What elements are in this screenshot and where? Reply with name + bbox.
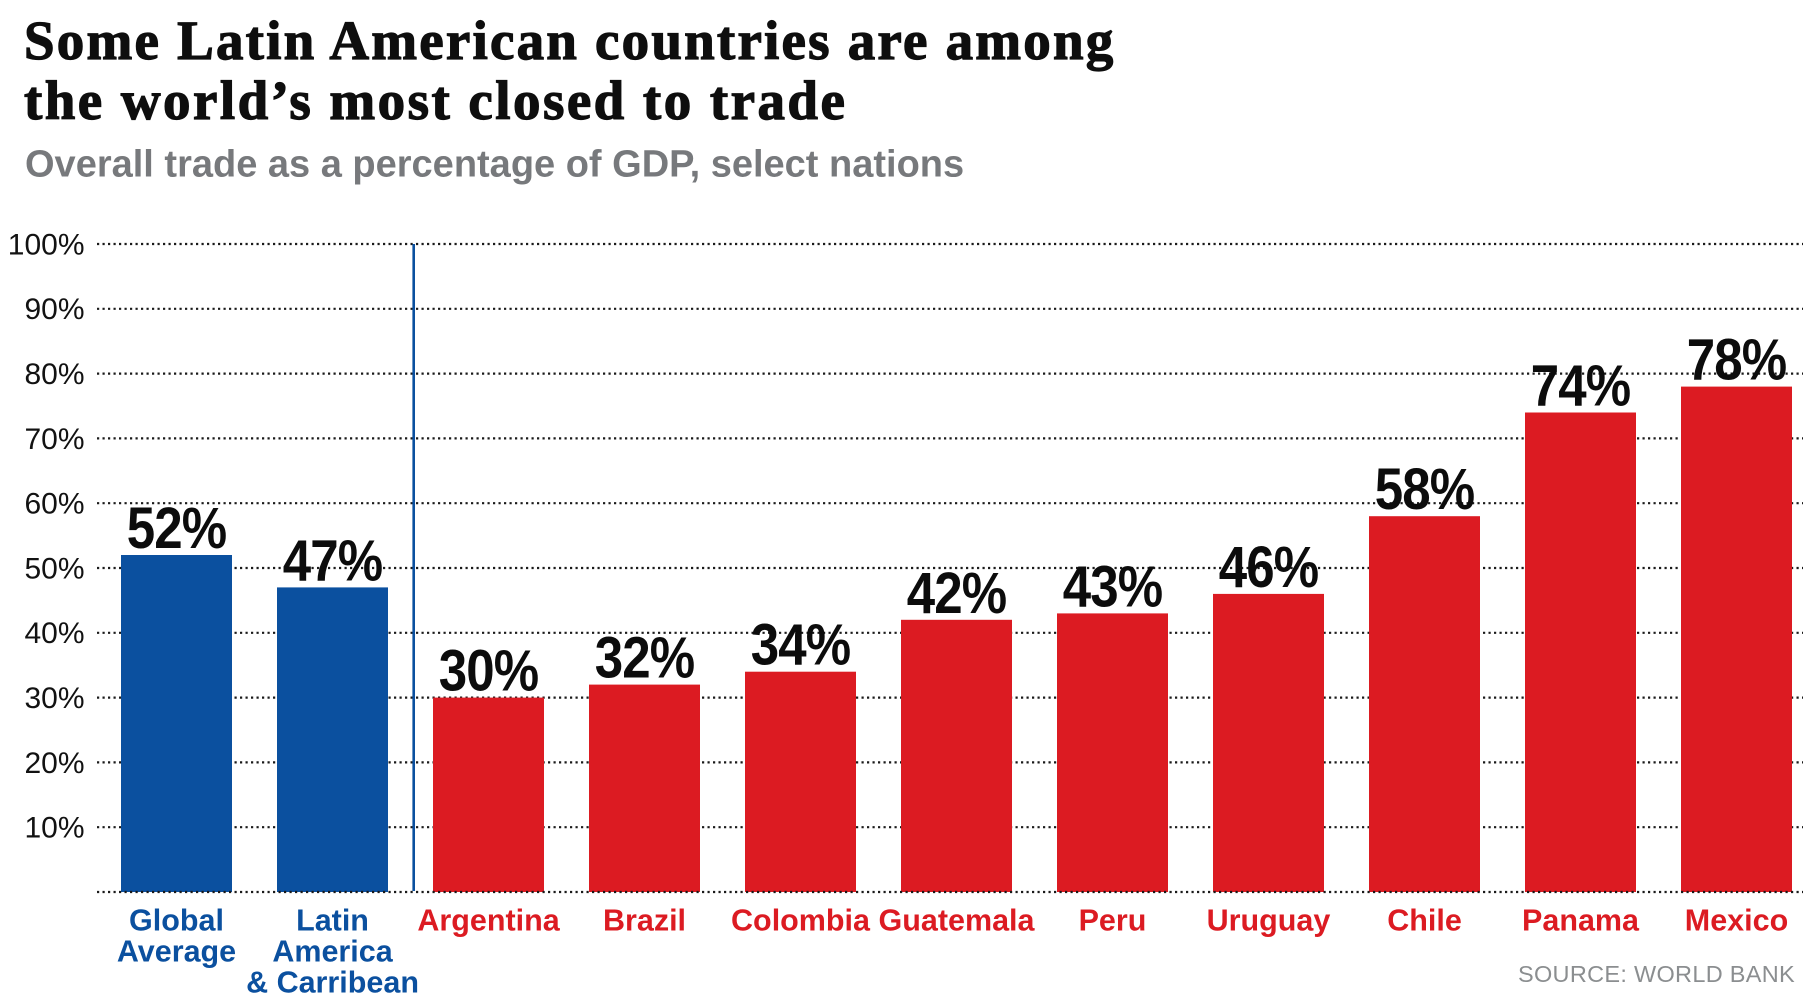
svg-text:Argentina: Argentina: [417, 904, 560, 938]
svg-text:58%: 58%: [1375, 457, 1475, 522]
svg-text:Peru: Peru: [1079, 904, 1147, 938]
svg-text:Colombia: Colombia: [731, 904, 871, 938]
svg-text:46%: 46%: [1219, 535, 1319, 600]
svg-text:Overall trade as a percentage: Overall trade as a percentage of GDP, se…: [25, 144, 964, 186]
svg-text:Some Latin American countries: Some Latin American countries are among: [24, 10, 1115, 71]
svg-text:100%: 100%: [8, 228, 85, 261]
svg-text:74%: 74%: [1531, 353, 1631, 418]
svg-text:78%: 78%: [1687, 328, 1787, 393]
svg-text:Uruguay: Uruguay: [1207, 904, 1331, 938]
svg-text:Panama: Panama: [1522, 904, 1640, 938]
svg-text:47%: 47%: [283, 528, 383, 593]
svg-text:the world’s most closed to tra: the world’s most closed to trade: [24, 70, 847, 131]
svg-text:60%: 60%: [24, 488, 84, 521]
svg-text:Mexico: Mexico: [1685, 904, 1788, 938]
svg-text:52%: 52%: [127, 496, 227, 561]
svg-text:30%: 30%: [24, 682, 84, 715]
svg-text:43%: 43%: [1063, 554, 1163, 619]
svg-text:70%: 70%: [24, 423, 84, 456]
svg-text:10%: 10%: [24, 812, 84, 845]
svg-text:50%: 50%: [24, 552, 84, 585]
svg-text:Guatemala: Guatemala: [879, 904, 1036, 938]
svg-text:90%: 90%: [24, 293, 84, 326]
svg-text:40%: 40%: [24, 617, 84, 650]
svg-text:SOURCE: WORLD BANK: SOURCE: WORLD BANK: [1518, 961, 1795, 987]
svg-text:30%: 30%: [439, 639, 539, 704]
svg-text:Chile: Chile: [1387, 904, 1462, 938]
svg-text:20%: 20%: [24, 747, 84, 780]
svg-text:Brazil: Brazil: [603, 904, 686, 938]
svg-text:32%: 32%: [595, 626, 695, 691]
svg-text:34%: 34%: [751, 613, 851, 678]
svg-text:42%: 42%: [907, 561, 1007, 626]
svg-text:80%: 80%: [24, 358, 84, 391]
